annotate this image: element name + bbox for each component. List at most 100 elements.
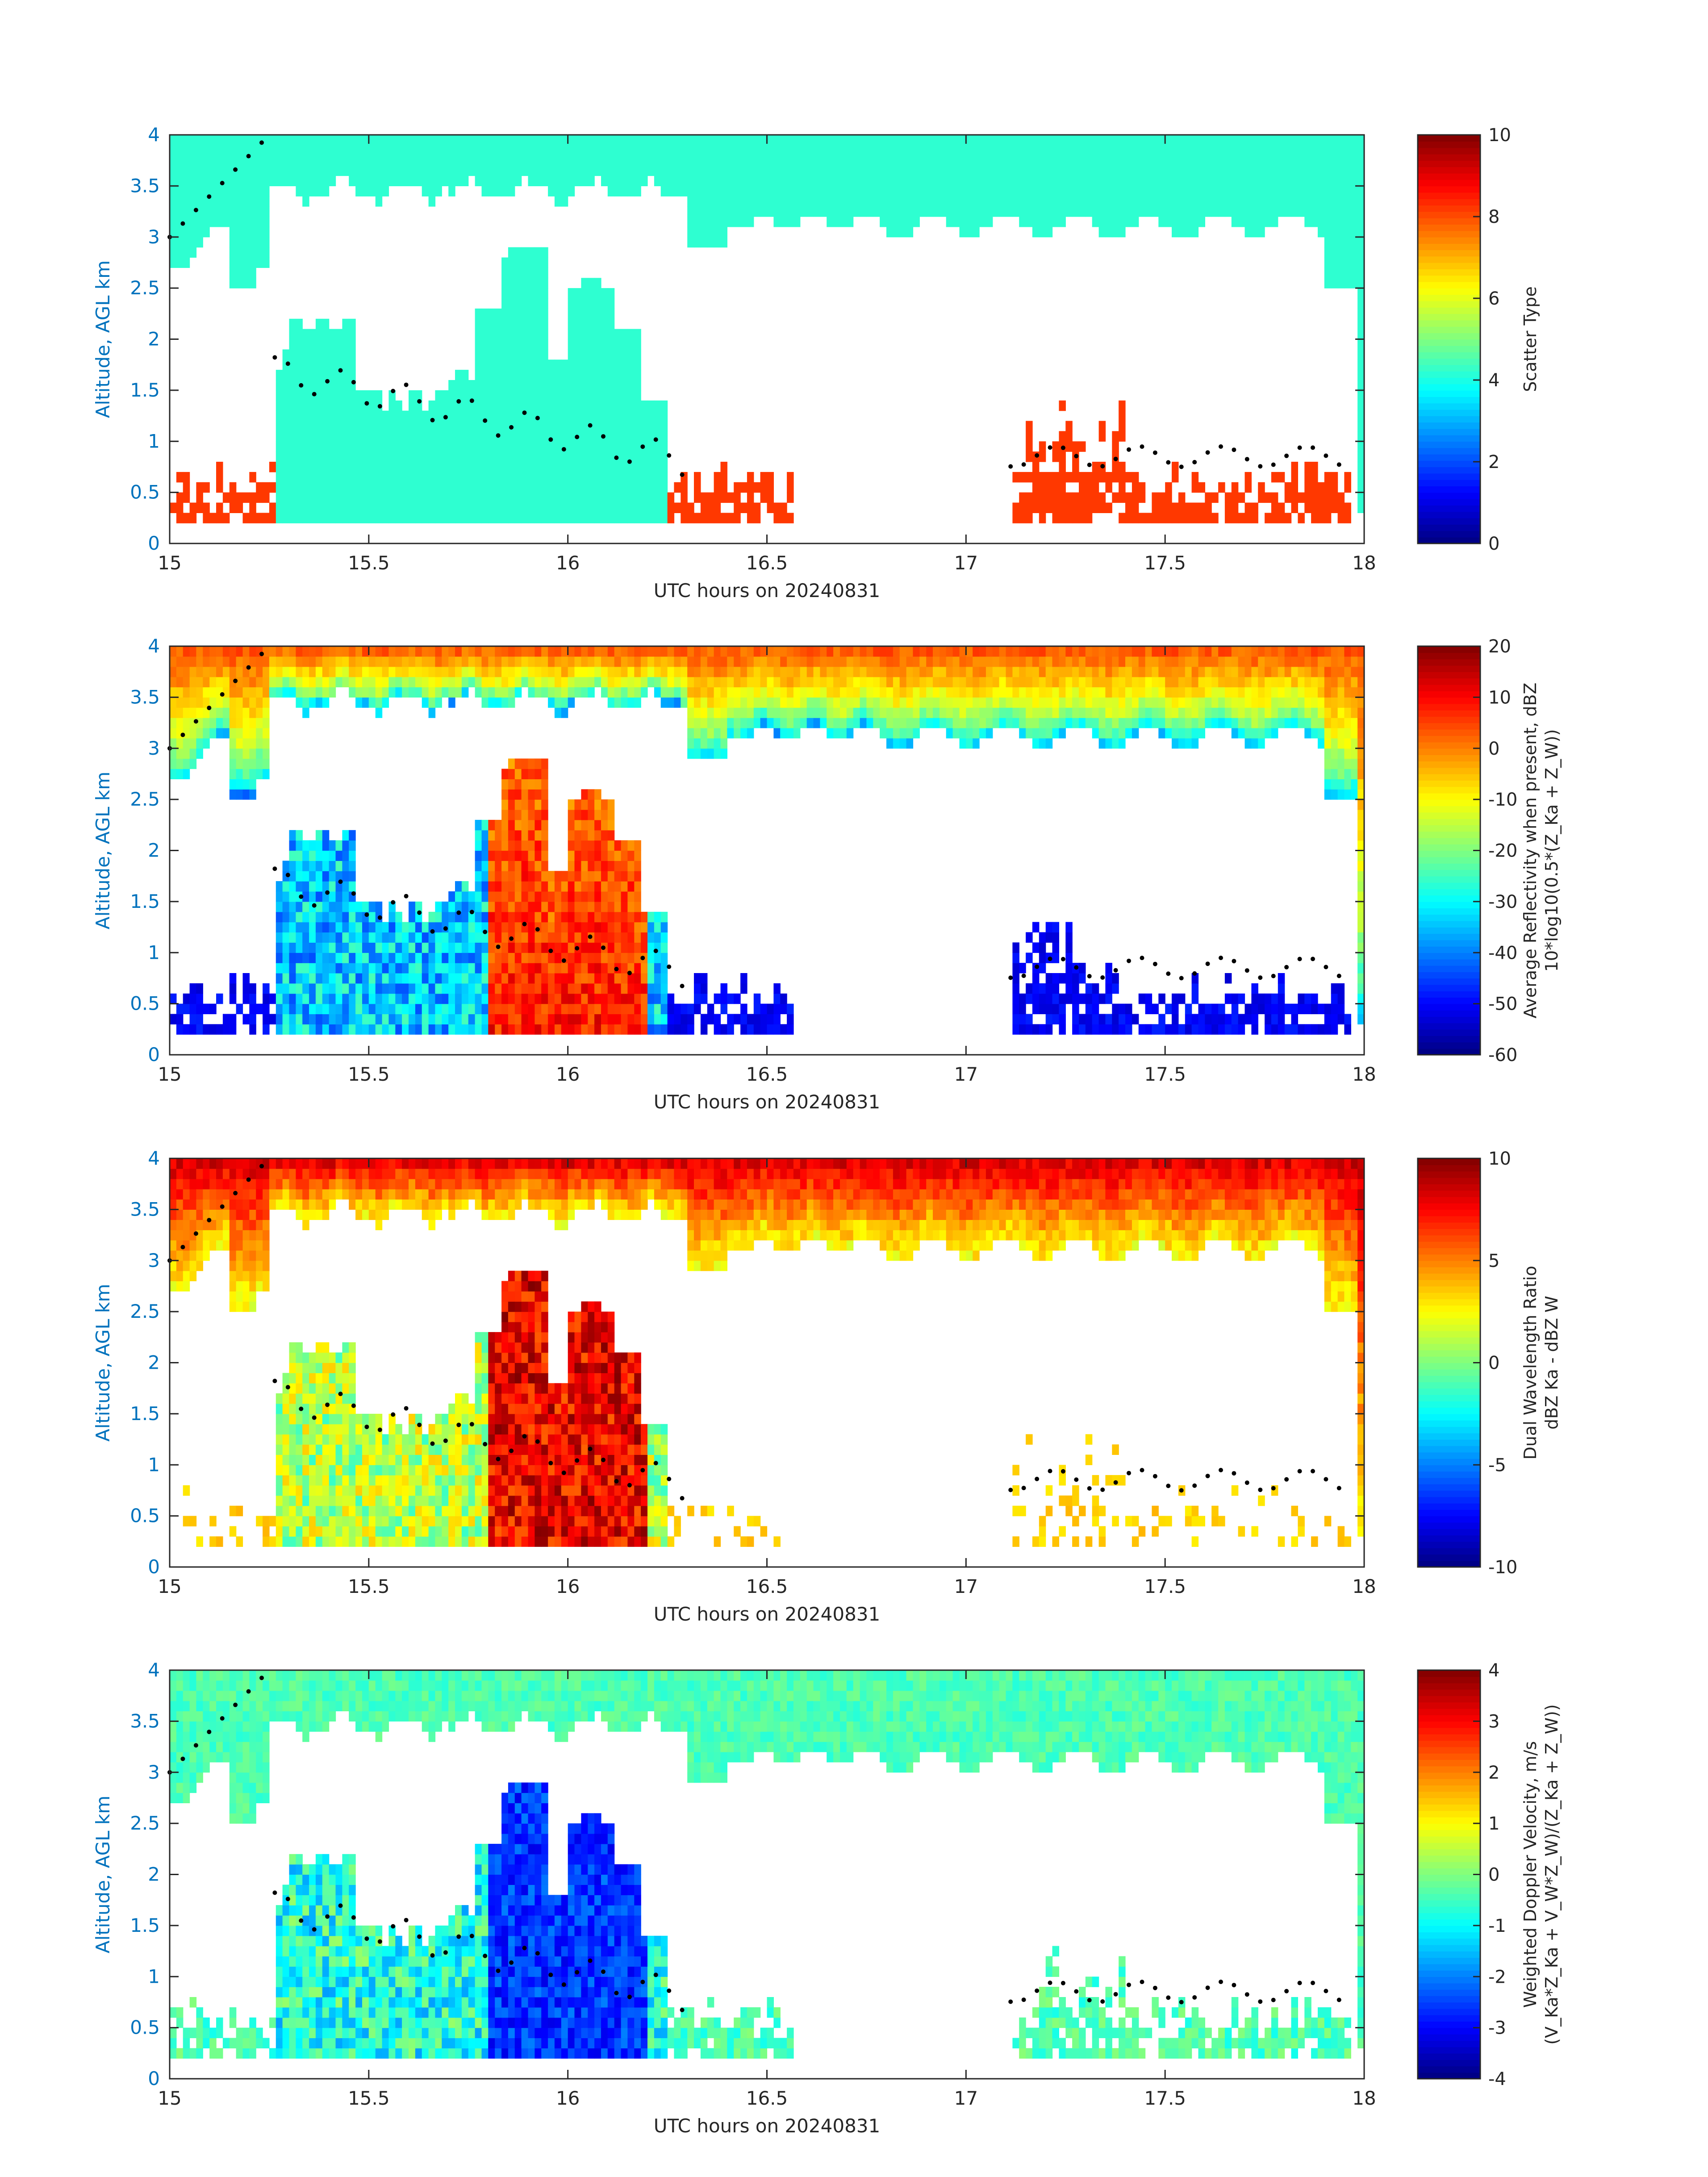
heatmap-cell [375, 922, 383, 933]
point-marker [1074, 454, 1079, 459]
heatmap-cell [926, 155, 933, 166]
heatmap-cell [820, 175, 827, 186]
heatmap-cell [973, 186, 980, 196]
heatmap-cell [395, 421, 402, 431]
heatmap-cell [302, 390, 309, 401]
heatmap-cell [415, 145, 422, 156]
heatmap-cell [1026, 421, 1033, 431]
heatmap-cell [574, 891, 581, 902]
heatmap-cell [634, 871, 641, 882]
heatmap-cell [475, 135, 482, 146]
heatmap-cell [1045, 206, 1053, 217]
heatmap-cell [641, 400, 648, 411]
heatmap-cell [402, 922, 409, 933]
heatmap-cell [966, 135, 973, 146]
heatmap-cell [1258, 145, 1265, 156]
heatmap-cell [634, 861, 641, 871]
heatmap-cell [793, 677, 801, 688]
heatmap-cell [402, 932, 409, 943]
heatmap-cell [242, 206, 250, 217]
heatmap-cell [468, 165, 476, 176]
heatmap-cell [242, 145, 250, 156]
heatmap-cell [315, 400, 323, 411]
heatmap-cell [1284, 206, 1292, 217]
heatmap-cell [375, 186, 383, 196]
heatmap-cell [734, 492, 741, 503]
heatmap-cell [296, 339, 303, 350]
colorbar-segment [1418, 333, 1480, 340]
heatmap-cell [641, 963, 648, 974]
heatmap-cell [1172, 135, 1179, 146]
heatmap-cell [1045, 145, 1053, 156]
heatmap-cell [501, 993, 509, 1004]
heatmap-cell [780, 1024, 787, 1035]
heatmap-cell [700, 666, 708, 677]
heatmap-cell [448, 410, 455, 422]
heatmap-cell [508, 400, 515, 411]
heatmap-cell [309, 850, 316, 861]
heatmap-cell [1079, 175, 1086, 186]
heatmap-cell [535, 758, 542, 769]
heatmap-cell [508, 799, 515, 810]
heatmap-cell [1324, 226, 1332, 238]
heatmap-cell [1218, 196, 1225, 207]
heatmap-cell [322, 881, 330, 892]
heatmap-cell [720, 135, 727, 146]
heatmap-cell [189, 758, 197, 769]
heatmap-cell [621, 421, 628, 431]
heatmap-cell [276, 1003, 283, 1015]
heatmap-cell [435, 697, 442, 708]
heatmap-cell [495, 881, 502, 892]
heatmap-cell [355, 963, 363, 974]
heatmap-cell [714, 186, 721, 196]
heatmap-cell [296, 830, 303, 841]
heatmap-cell [488, 891, 495, 902]
x-tick-label: 15.5 [348, 552, 390, 574]
heatmap-cell [236, 257, 243, 268]
heatmap-cell [435, 911, 442, 923]
heatmap-cell [1357, 278, 1365, 288]
heatmap-cell [355, 942, 363, 953]
heatmap-cell [535, 329, 542, 340]
heatmap-cell [1045, 165, 1053, 176]
heatmap-cell [581, 687, 588, 698]
heatmap-cell [1065, 175, 1073, 186]
heatmap-cell [176, 1024, 184, 1035]
heatmap-cell [621, 993, 628, 1004]
heatmap-cell [554, 697, 562, 708]
heatmap-cell [787, 196, 794, 207]
heatmap-cell [428, 697, 436, 708]
heatmap-cell [521, 390, 529, 401]
heatmap-cell [667, 1003, 675, 1015]
heatmap-cell [1079, 492, 1086, 503]
heatmap-cell [302, 973, 309, 984]
heatmap-cell [488, 963, 495, 974]
heatmap-cell [349, 410, 356, 422]
heatmap-cell [1098, 472, 1106, 483]
heatmap-cell [1026, 145, 1033, 156]
heatmap-cell [488, 942, 495, 953]
heatmap-cell [475, 646, 482, 657]
heatmap-cell [170, 718, 177, 728]
heatmap-cell [727, 145, 734, 156]
heatmap-cell [714, 738, 721, 749]
heatmap-cell [209, 186, 217, 196]
heatmap-cell [780, 666, 787, 677]
heatmap-cell [846, 217, 854, 227]
heatmap-cell [641, 135, 648, 146]
heatmap-cell [621, 502, 628, 513]
heatmap-cell [1112, 431, 1119, 442]
heatmap-cell [541, 482, 548, 493]
heatmap-cell [495, 963, 502, 974]
heatmap-cell [720, 718, 727, 728]
heatmap-cell [481, 339, 489, 350]
heatmap-cell [455, 1024, 462, 1035]
heatmap-cell [309, 472, 316, 483]
heatmap-cell [355, 656, 363, 667]
heatmap-cell [1304, 145, 1311, 156]
colorbar-segment [1418, 531, 1480, 538]
heatmap-cell [329, 431, 336, 442]
heatmap-cell [415, 687, 422, 698]
heatmap-cell [170, 748, 177, 759]
colorbar-segment [1418, 180, 1480, 187]
